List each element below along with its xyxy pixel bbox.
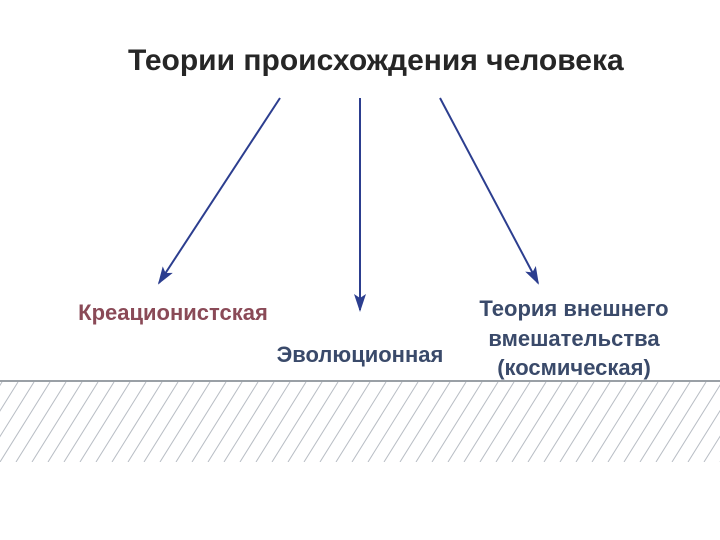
branch-line: Эволюционная — [277, 342, 444, 367]
branch-line: вмешательства — [488, 326, 659, 351]
branch-creationist: Креационистская — [58, 298, 288, 328]
decorative-hatch-band — [0, 382, 720, 462]
branch-line: Креационистская — [78, 300, 268, 325]
branch-line: (космическая) — [497, 355, 651, 380]
branch-evolutionary: Эволюционная — [230, 340, 490, 370]
arrow-1 — [159, 98, 280, 283]
arrow-3 — [440, 98, 538, 283]
branch-line: Теория внешнего — [479, 296, 668, 321]
diagram-title: Теории происхождения человека — [128, 44, 624, 78]
branch-external-intervention: Теория внешнего вмешательства (космическая… — [454, 294, 694, 383]
